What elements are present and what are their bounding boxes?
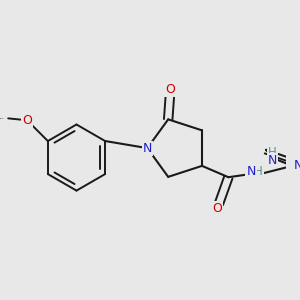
Text: N: N — [246, 165, 256, 178]
Text: N: N — [142, 142, 152, 154]
Text: N: N — [268, 154, 277, 167]
Text: O: O — [22, 114, 32, 127]
Text: H: H — [254, 165, 263, 178]
Text: N: N — [294, 159, 300, 172]
Text: O: O — [165, 83, 175, 96]
Text: O: O — [212, 202, 222, 215]
Text: H: H — [268, 146, 277, 159]
Text: methyl: methyl — [0, 118, 4, 119]
